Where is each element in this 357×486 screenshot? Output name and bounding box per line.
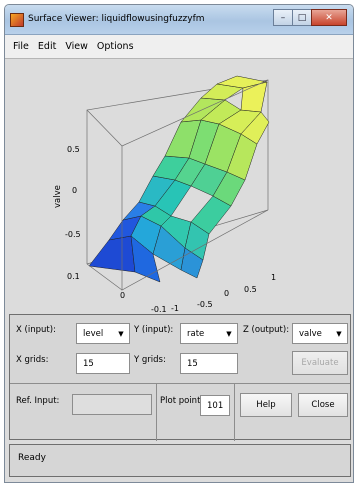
menu-options[interactable]: Options — [96, 41, 134, 52]
close-window-button[interactable]: ✕ — [311, 9, 347, 26]
controls-divider — [234, 383, 235, 441]
x-grids-label: X grids: — [16, 355, 49, 365]
level-tick-label: -1 — [171, 304, 179, 313]
z-axis-label: valve — [53, 185, 63, 208]
x-input-value: level — [83, 328, 104, 339]
z-tick-label: -0.5 — [65, 230, 81, 239]
maximize-button[interactable]: □ — [292, 9, 312, 26]
z-tick-label: 0.1 — [67, 272, 80, 281]
level-tick-label: 0.5 — [244, 285, 257, 294]
surface-viewer-window: Surface Viewer: liquidflowusingfuzzyfm –… — [4, 4, 354, 483]
y-grids-input[interactable]: 15 — [180, 353, 238, 374]
x-grids-input[interactable]: 15 — [76, 353, 130, 374]
x-input-label: X (input): — [16, 325, 56, 335]
chevron-down-icon: ▼ — [336, 329, 342, 338]
x-input-select[interactable]: level ▼ — [76, 323, 130, 344]
controls-divider — [10, 383, 350, 384]
level-tick-label: -0.5 — [197, 300, 213, 309]
z-output-label: Z (output): — [243, 325, 290, 335]
surface-plot[interactable]: 0.5 0 -0.5 0.1 0 -0.1 -1 -0.5 0 0.5 1 va… — [5, 60, 354, 314]
surface-mesh — [88, 75, 270, 283]
y-grids-label: Y grids: — [134, 355, 166, 365]
close-button[interactable]: Close — [298, 393, 348, 417]
evaluate-button[interactable]: Evaluate — [292, 351, 348, 375]
status-text: Ready — [18, 453, 46, 463]
plot-box-front — [86, 79, 269, 291]
controls-panel: X (input): level ▼ Y (input): rate ▼ Z (… — [9, 314, 351, 441]
window-title: Surface Viewer: liquidflowusingfuzzyfm — [28, 14, 205, 24]
controls-divider — [156, 383, 157, 441]
y-input-value: rate — [187, 328, 205, 339]
z-tick-label: 0.5 — [67, 145, 80, 154]
chevron-down-icon: ▼ — [226, 329, 232, 338]
matlab-app-icon — [10, 13, 24, 27]
y-input-label: Y (input): — [134, 325, 174, 335]
ref-input-field[interactable] — [72, 394, 152, 415]
level-tick-label: 1 — [271, 273, 276, 282]
rate-tick-label: -0.1 — [151, 305, 167, 314]
menu-bar: File Edit View Options — [5, 35, 353, 59]
plot-points-label: Plot points: — [160, 396, 208, 406]
level-tick-label: 0 — [224, 289, 229, 298]
menu-edit[interactable]: Edit — [37, 41, 57, 52]
z-output-value: valve — [299, 328, 322, 339]
title-bar[interactable]: Surface Viewer: liquidflowusingfuzzyfm –… — [5, 5, 353, 35]
menu-file[interactable]: File — [13, 41, 29, 52]
ref-input-label: Ref. Input: — [16, 396, 60, 406]
minimize-button[interactable]: – — [273, 9, 293, 26]
surface-plot-area[interactable]: 0.5 0 -0.5 0.1 0 -0.1 -1 -0.5 0 0.5 1 va… — [5, 60, 354, 314]
plot-points-input[interactable]: 101 — [200, 395, 230, 416]
help-button[interactable]: Help — [240, 393, 292, 417]
chevron-down-icon: ▼ — [118, 329, 124, 338]
y-input-select[interactable]: rate ▼ — [180, 323, 238, 344]
window-buttons: – □ ✕ — [273, 9, 347, 26]
menu-view[interactable]: View — [65, 41, 88, 52]
rate-tick-label: 0 — [120, 291, 125, 300]
status-bar: Ready — [9, 444, 351, 477]
z-tick-label: 0 — [72, 186, 77, 195]
z-output-select[interactable]: valve ▼ — [292, 323, 348, 344]
